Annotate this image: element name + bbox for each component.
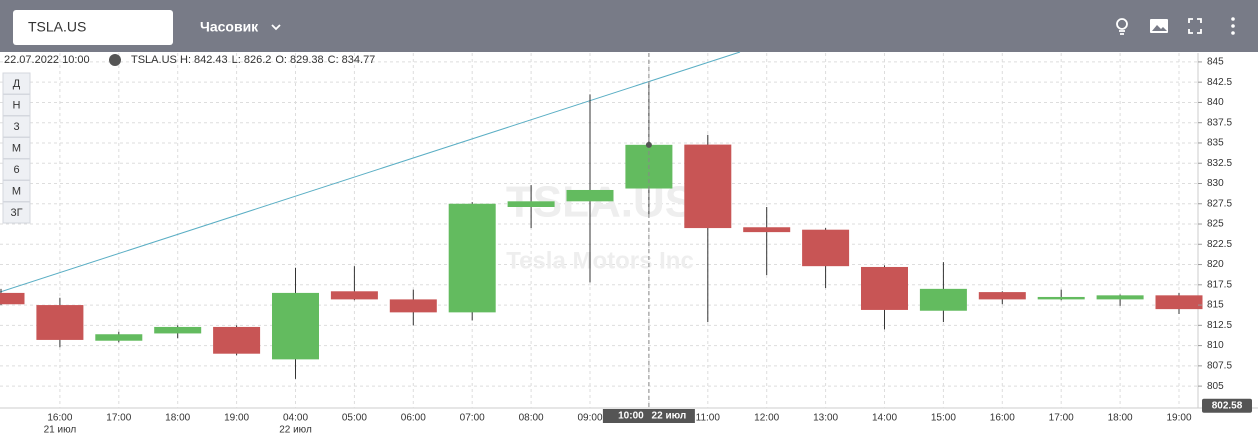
candle-body	[330, 291, 378, 300]
period-label: 3	[13, 121, 19, 133]
x-tick-label: 19:00	[1166, 413, 1191, 424]
icon-menu[interactable]	[1231, 17, 1235, 35]
candle-body	[1155, 295, 1203, 310]
candle-body	[566, 189, 614, 202]
x-tick-label: 08:00	[519, 413, 544, 424]
header-ohlc-label: L:	[232, 54, 241, 66]
y-tick-label: 827.5	[1207, 198, 1232, 209]
y-tick-label: 817.5	[1207, 279, 1232, 290]
candle-body	[1037, 296, 1085, 300]
y-tick-label: 825	[1207, 219, 1224, 230]
x-tick-label: 18:00	[165, 413, 190, 424]
candle-body	[272, 292, 319, 360]
x-tick-label: 12:00	[754, 413, 779, 424]
y-tick-label: 845	[1207, 57, 1224, 68]
x-tick-label: 16:00	[990, 413, 1015, 424]
candle-body	[95, 334, 143, 341]
x-tick-label: 17:00	[1049, 413, 1074, 424]
symbol-dot	[109, 54, 121, 66]
period-label: 6	[13, 164, 19, 176]
candle-body	[507, 201, 555, 207]
candle-body	[978, 292, 1026, 300]
crosshair-dot	[645, 141, 652, 148]
last-price: 802.58	[1212, 400, 1243, 411]
y-tick-label: 810	[1207, 340, 1224, 351]
toolbar	[0, 0, 1258, 52]
header-ohlc-value: 829.38	[290, 54, 324, 66]
candle-body	[861, 266, 908, 310]
x-date-label: 21 июл	[44, 425, 77, 436]
period-label: Н	[13, 99, 21, 111]
icon-image[interactable]	[1150, 19, 1168, 33]
chevron	[271, 24, 281, 31]
period-button[interactable]	[2, 201, 31, 224]
x-tick-label: 04:00	[283, 413, 308, 424]
crosshair-time: 10:00	[618, 411, 644, 422]
y-tick-label: 807.5	[1207, 360, 1232, 371]
x-tick-label: 11:00	[696, 413, 721, 424]
y-tick-label: 820	[1207, 259, 1224, 270]
header-ohlc-value: 842.43	[194, 54, 228, 66]
y-tick-label: 822.5	[1207, 239, 1232, 250]
candle-body	[743, 227, 791, 233]
crosshair-label-bg	[602, 409, 695, 423]
y-tick-label: 832.5	[1207, 158, 1232, 169]
header-ohlc-label: H:	[180, 54, 191, 66]
period-label: 3Г	[10, 207, 22, 219]
candle-body	[684, 144, 732, 229]
crosshair-date: 22 июл	[652, 411, 687, 422]
x-tick-label: 15:00	[931, 413, 956, 424]
header-ohlc-value: 834.77	[342, 54, 376, 66]
trend-line	[0, 51, 741, 293]
x-tick-label: 07:00	[460, 413, 485, 424]
candle-body	[1096, 295, 1144, 300]
x-tick-label: 06:00	[401, 413, 426, 424]
y-tick-label: 840	[1207, 97, 1224, 108]
candle-body	[0, 292, 25, 305]
x-tick-label: 19:00	[224, 413, 249, 424]
y-tick-label: 835	[1207, 138, 1224, 149]
y-tick-label: 830	[1207, 178, 1224, 189]
y-tick-label: 842.5	[1207, 77, 1232, 88]
candle-body	[213, 326, 261, 354]
x-tick-label: 17:00	[106, 413, 131, 424]
candle-body	[919, 288, 967, 311]
y-tick-label: 812.5	[1207, 320, 1232, 331]
x-tick-label: 13:00	[813, 413, 838, 424]
candle-body	[154, 326, 202, 334]
candle-body	[448, 203, 496, 313]
header-symbol: TSLA.US	[131, 54, 177, 66]
candle-body	[802, 229, 850, 267]
y-tick-label: 815	[1207, 300, 1224, 311]
period-label: М	[12, 185, 21, 197]
y-tick-label: 837.5	[1207, 117, 1232, 128]
last-price-bg	[1202, 398, 1252, 413]
x-tick-label: 05:00	[342, 413, 367, 424]
x-tick-label: 09:00	[577, 413, 602, 424]
x-tick-label: 16:00	[47, 413, 72, 424]
header-ohlc-label: C:	[328, 54, 339, 66]
header-ohlc-label: O:	[275, 54, 287, 66]
x-tick-label: 18:00	[1108, 413, 1133, 424]
period-label: М	[12, 142, 21, 154]
x-tick-label: 14:00	[872, 413, 897, 424]
header-ohlc-value: 826.2	[244, 54, 272, 66]
candle-body	[36, 305, 84, 340]
icon-idea[interactable]	[1116, 18, 1128, 35]
header-datetime: 22.07.2022 10:00	[4, 54, 90, 66]
watermark-subtitle: Tesla Motors Inc	[506, 247, 694, 274]
y-tick-label: 805	[1207, 381, 1224, 392]
candle-body	[389, 299, 437, 313]
period-label: Д	[13, 78, 21, 90]
x-date-label: 22 июл	[279, 425, 312, 436]
interval-select[interactable]: Часовик	[200, 19, 259, 35]
ticker-input[interactable]	[13, 10, 173, 45]
ticker-text: TSLA.US	[28, 19, 86, 35]
icon-fullscreen[interactable]	[1188, 18, 1202, 34]
